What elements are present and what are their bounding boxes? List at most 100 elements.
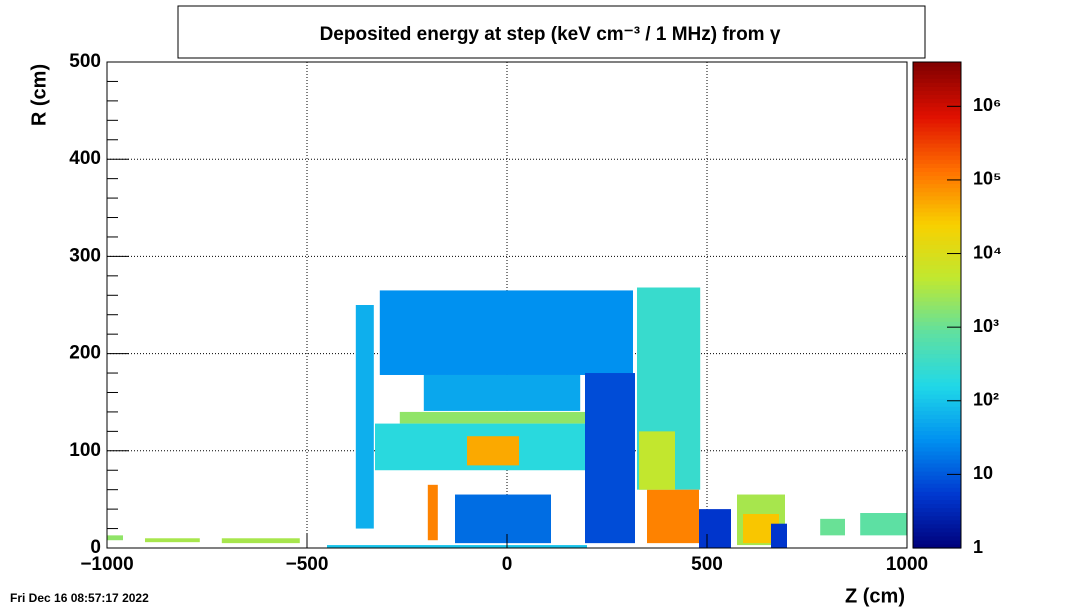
colorbar-step — [913, 471, 961, 476]
colorbar-step — [913, 248, 961, 253]
colorbar-tick-label: 10⁶ — [973, 95, 1001, 115]
colorbar-step — [913, 94, 961, 100]
colorbar-step — [913, 236, 961, 241]
colorbar-frame — [912, 61, 962, 549]
colorbar-step — [913, 535, 961, 541]
colorbar-step — [913, 98, 961, 104]
colorbar-step — [913, 406, 961, 411]
colorbar-tick-label: 10³ — [973, 316, 999, 336]
colorbar-tick-label: 10⁵ — [973, 169, 1001, 189]
colorbar-step — [913, 369, 961, 375]
colorbar-step — [913, 252, 961, 257]
colorbar-step — [913, 300, 961, 306]
colorbar-step — [913, 434, 961, 440]
colorbar-step — [913, 66, 961, 71]
y-tick-label: 200 — [69, 343, 101, 364]
colorbar-step — [913, 70, 961, 75]
colorbar-step — [913, 402, 961, 407]
colorbar-tick-label: 10 — [973, 463, 993, 483]
colorbar-step — [913, 78, 961, 83]
colorbar-step — [913, 62, 961, 67]
x-tick-label: 500 — [691, 554, 723, 575]
colorbar-step — [913, 515, 961, 521]
colorbar-step — [913, 442, 961, 448]
colorbar-step — [913, 240, 961, 245]
y-axis-label: R (cm) — [28, 64, 50, 126]
heatmap-cell — [221, 538, 300, 544]
colorbar-step — [913, 143, 961, 148]
colorbar-step — [913, 507, 961, 513]
colorbar-step — [913, 159, 961, 164]
colorbar-step — [913, 527, 961, 533]
colorbar-step — [913, 377, 961, 383]
y-tick-label: 100 — [69, 440, 101, 461]
colorbar-step — [913, 394, 961, 399]
colorbar-step — [913, 203, 961, 209]
colorbar-step — [913, 345, 961, 351]
colorbar-step — [913, 122, 961, 128]
colorbar-step — [913, 519, 961, 525]
colorbar-tick-label: 1 — [973, 537, 983, 557]
heatmap-cell — [107, 535, 123, 541]
x-tick-label: −1000 — [80, 554, 133, 575]
y-tick-label: 0 — [90, 537, 101, 558]
colorbar-step — [913, 155, 961, 160]
colorbar-step — [913, 462, 961, 468]
colorbar-step — [913, 386, 961, 391]
heatmap-cell — [327, 545, 587, 548]
colorbar-step — [913, 280, 961, 286]
colorbar-step — [913, 211, 961, 217]
colorbar-step — [913, 260, 961, 266]
chart-title: Deposited energy at step (keV cm⁻³ / 1 M… — [320, 24, 781, 45]
colorbar-step — [913, 305, 961, 310]
colorbar-step — [913, 321, 961, 326]
colorbar-step — [913, 450, 961, 456]
colorbar-step — [913, 333, 961, 338]
colorbar-step — [913, 296, 961, 302]
colorbar-step — [913, 317, 961, 322]
colorbar-step — [913, 454, 961, 460]
colorbar-step — [913, 163, 961, 168]
colorbar-step — [913, 523, 961, 529]
colorbar-step — [913, 325, 961, 330]
colorbar-step — [913, 329, 961, 334]
heatmap-cell — [699, 509, 731, 548]
colorbar-step — [913, 446, 961, 452]
colorbar-step — [913, 106, 961, 112]
colorbar-step — [913, 268, 961, 274]
colorbar-step — [913, 349, 961, 355]
colorbar-step — [913, 82, 961, 87]
colorbar-step — [913, 126, 961, 132]
heatmap-cell — [585, 373, 635, 544]
colorbar-step — [913, 256, 961, 262]
colorbar-step — [913, 430, 961, 436]
colorbar-step — [913, 224, 961, 229]
heatmap-cell — [467, 436, 519, 466]
colorbar-step — [913, 499, 961, 505]
colorbar-step — [913, 90, 961, 95]
colorbar-step — [913, 458, 961, 464]
heatmap-cell — [639, 431, 675, 490]
colorbar-step — [913, 503, 961, 509]
y-tick-label: 400 — [69, 148, 101, 169]
colorbar-step — [913, 215, 961, 221]
colorbar-step — [913, 398, 961, 403]
colorbar-step — [913, 410, 961, 415]
colorbar-step — [913, 511, 961, 517]
colorbar-step — [913, 219, 961, 225]
y-tick-label: 500 — [69, 51, 101, 72]
colorbar-step — [913, 151, 961, 156]
colorbar-tick-label: 10² — [973, 390, 999, 410]
colorbar-step — [913, 479, 961, 484]
colorbar-step — [913, 491, 961, 496]
colorbar-step — [913, 353, 961, 359]
colorbar-step — [913, 118, 961, 124]
heatmap-cell — [379, 290, 633, 375]
colorbar-step — [913, 183, 961, 189]
colorbar-step — [913, 422, 961, 428]
colorbar-step — [913, 179, 961, 185]
colorbar-step — [913, 292, 961, 298]
colorbar-step — [913, 232, 961, 237]
x-tick-label: −500 — [286, 554, 329, 575]
